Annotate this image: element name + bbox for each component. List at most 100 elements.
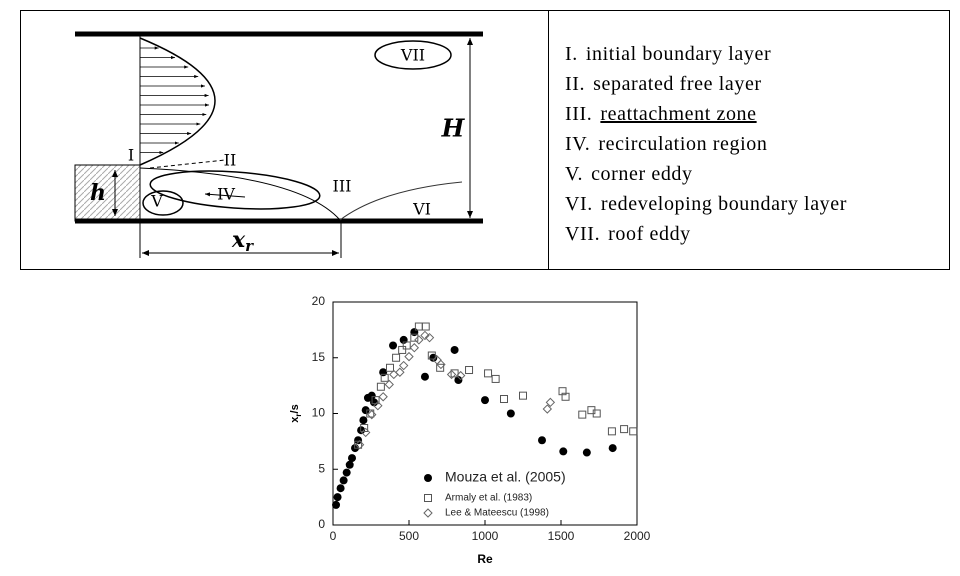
legend-label: Armaly et al. (1983) (445, 493, 532, 504)
diagram-label: III (333, 177, 352, 196)
point (436, 359, 446, 370)
point (410, 328, 419, 337)
list-numeral: IV. (565, 133, 590, 155)
point (450, 345, 459, 354)
point (333, 493, 342, 502)
point (354, 436, 363, 445)
list-numeral: II. (565, 73, 585, 95)
point (410, 333, 419, 342)
list-text: initial boundary layer (586, 43, 771, 65)
scatter-chart: 0 500 1000 1500 2000 0 5 10 15 20 Re xr/s Mouza et a… (289, 294, 651, 566)
point (336, 484, 345, 493)
y-tick-label: 5 (318, 461, 325, 475)
list-numeral: V. (565, 163, 583, 185)
point (332, 500, 341, 509)
legend-marker (424, 474, 432, 482)
y-tick-label: 0 (318, 517, 325, 531)
diagram-label: I (128, 146, 134, 165)
figure-frame (20, 10, 950, 270)
point (519, 391, 527, 400)
list-numeral: VII. (565, 223, 600, 245)
label-leader (149, 159, 226, 169)
point (386, 363, 394, 372)
point (359, 416, 368, 425)
y-axis-label: xr/s (289, 404, 303, 422)
legend-label: Lee & Mateescu (1998) (445, 508, 549, 519)
height-label: H (441, 114, 466, 143)
point (545, 397, 556, 408)
y-tick-label: 10 (312, 406, 326, 420)
xr-label: xr (231, 227, 254, 255)
x-tick-label: 1000 (472, 529, 499, 543)
point (380, 373, 389, 382)
point (506, 409, 515, 418)
point (481, 396, 489, 405)
point (561, 392, 570, 401)
point (582, 448, 591, 457)
point (414, 335, 424, 345)
corner-eddy (142, 190, 184, 216)
point (559, 447, 568, 456)
list-item: II. separated free layer (565, 73, 762, 95)
point (500, 395, 508, 404)
point (367, 409, 377, 420)
list-text: reattachment zone (600, 103, 756, 125)
point (398, 345, 407, 354)
list-item: I. initial boundary layer (565, 43, 771, 65)
point (420, 330, 430, 341)
point (446, 369, 457, 380)
x-axis-label: Re (477, 552, 493, 566)
point (578, 410, 587, 419)
y-tick-label: 20 (312, 294, 326, 308)
point (395, 367, 405, 377)
point (398, 360, 409, 371)
xr-sub: r (245, 237, 254, 255)
step-block (74, 164, 141, 222)
point (345, 460, 354, 469)
diagram-label: IV (217, 185, 235, 204)
point (339, 476, 348, 485)
point (361, 406, 370, 415)
point (465, 366, 474, 375)
point (542, 404, 553, 414)
point (384, 379, 394, 390)
point (379, 368, 388, 377)
diagram-labels: I II III IV V VI VII H h xr (90, 46, 466, 256)
point (454, 376, 463, 385)
point (620, 425, 629, 434)
list-numeral: I. (565, 43, 578, 65)
point (402, 341, 411, 350)
list-numeral: VI. (565, 193, 593, 215)
roof-eddy (374, 40, 452, 70)
list-item: VI. redeveloping boundary layer (565, 193, 847, 215)
profile-arrows (140, 46, 210, 155)
point (608, 444, 617, 453)
point (392, 353, 401, 362)
point (378, 392, 388, 402)
separated-layer (139, 167, 341, 221)
point (592, 409, 601, 418)
point (450, 369, 459, 378)
list-text: separated free layer (593, 73, 762, 95)
point (607, 427, 616, 436)
point (409, 343, 420, 353)
x-tick-label: 1500 (548, 529, 575, 543)
flow-diagram (74, 31, 483, 258)
x-tick-label: 0 (330, 529, 337, 543)
recirculation-arrow (204, 192, 246, 198)
point (354, 440, 365, 450)
recirculation-eddy (149, 170, 321, 210)
diagram-label: II (224, 151, 237, 170)
list-text: corner eddy (591, 163, 693, 185)
point (424, 332, 435, 343)
redeveloping-layer (339, 181, 463, 221)
point (484, 369, 493, 378)
list-item: VII. roof eddy (565, 223, 691, 245)
point (348, 454, 356, 463)
point (420, 372, 429, 381)
y-label-main: x (289, 416, 301, 423)
point (629, 427, 638, 436)
